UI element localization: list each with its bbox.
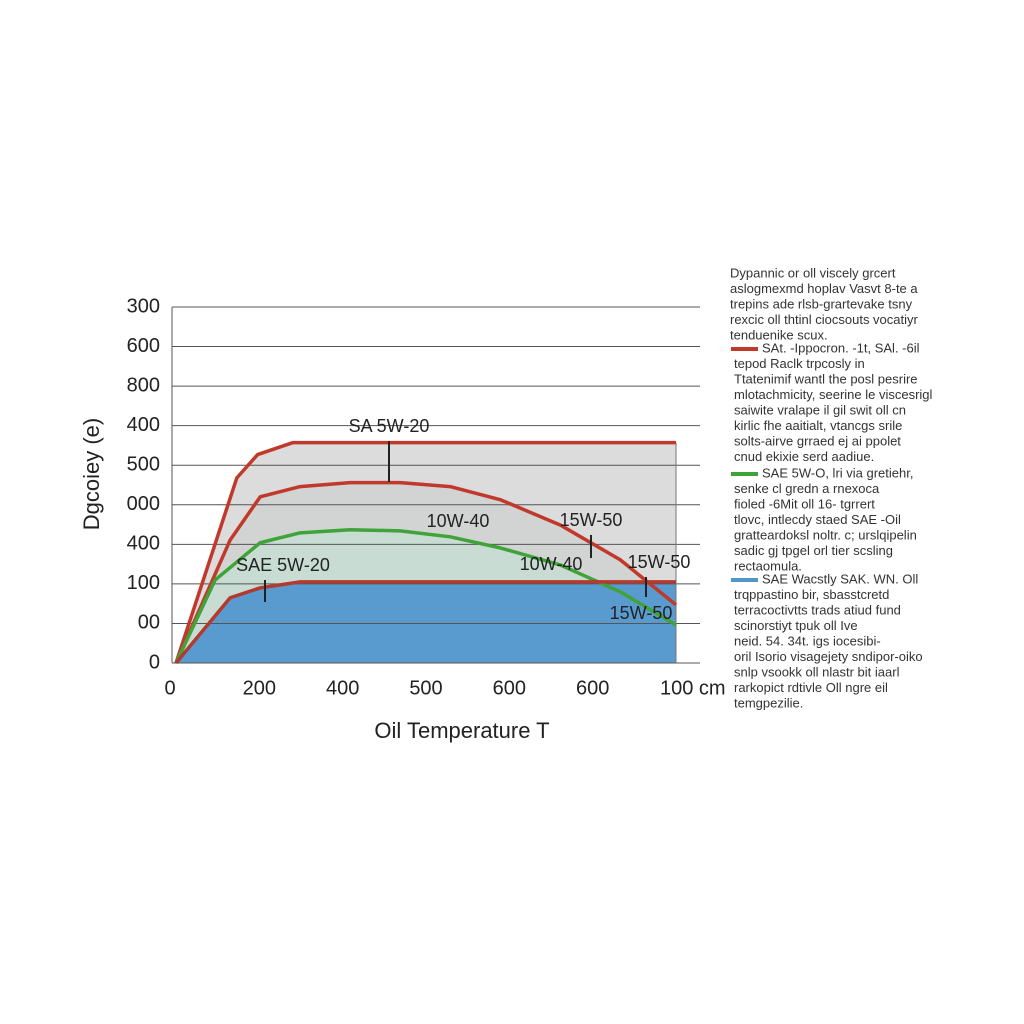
legend-text: trepins ade rlsb-grartevake tsny <box>730 296 913 311</box>
x-tick-label: 500 <box>409 677 442 699</box>
legend-text: rectaomula. <box>734 558 802 573</box>
y-tick-label: 0 <box>149 651 160 673</box>
x-tick-label: 100 cm <box>660 677 726 699</box>
y-tick-label: 800 <box>127 374 160 396</box>
line <box>174 527 677 664</box>
legend-text: kirlic fhe aaitialt, vtancgs srile <box>734 418 902 433</box>
annotation: 15W-50 <box>610 603 673 623</box>
legend-text: neid. 54. 34t. igs iocesibi- <box>734 633 881 648</box>
annotation: 15W-50 <box>560 510 623 530</box>
y-tick-label: 000 <box>127 493 160 515</box>
line <box>174 480 678 664</box>
y-tick-label: 300 <box>127 295 160 317</box>
legend-text: tepod Raclk trpcosly in <box>734 356 865 371</box>
legend-text: gratteardoksl noltr. c; urslqipelin <box>734 527 917 542</box>
legend-text: tlovc, intlecdy staed SAE -Oil <box>734 512 901 527</box>
legend-text: trqppastino bir, sbasstcretd <box>734 587 889 602</box>
legend-text: scinorstiyt tpuk oll Ive <box>734 618 858 633</box>
y-axis-label: Dgcoiey (e) <box>79 418 104 530</box>
legend-text: Dypannic or oll viscely grcert <box>730 265 896 280</box>
annotation: 15W-50 <box>628 552 691 572</box>
x-tick-label: 0 <box>164 677 175 699</box>
line <box>174 440 676 664</box>
annotation: SA 5W-20 <box>349 416 430 436</box>
legend-text: sadic gj tpgel orl tier scsling <box>734 543 893 558</box>
legend-text: fioled -6Mit oll 16- tgrrert <box>734 496 875 511</box>
legend-text: SAt. -Ippocron. -1t, SAl. -6il <box>762 340 920 355</box>
legend-text: rexcic oll thtinl ciocsouts vocatiyr <box>730 312 919 327</box>
legend-text: terracoctivtts trads atiud fund <box>734 602 901 617</box>
legend-text: saiwite vralape il gil swit oll cn <box>734 402 906 417</box>
x-axis-label: Oil Temperature T <box>374 718 549 743</box>
x-tick-label: 600 <box>493 677 526 699</box>
legend-text: solts-airve grraed ej ai ppolet <box>734 433 901 448</box>
y-tick-label: 500 <box>127 454 160 476</box>
legend-text: aslogmexmd hoplav Vasvt 8-te a <box>730 281 918 296</box>
legend-text: senke cl gredn a rnexoca <box>734 481 880 496</box>
annotation: 10W-40 <box>520 554 583 574</box>
legend-text: cnud ekixie serd aadiue. <box>734 449 874 464</box>
legend-text: tenduenike scux. <box>730 327 828 342</box>
legend-text: Ttatenimif wantl the posl pesrire <box>734 371 918 386</box>
y-tick-label: 100 <box>127 572 160 594</box>
y-tick-label: 00 <box>138 612 160 634</box>
legend-text: SAE 5W-O, lri via gretiehr, <box>762 465 913 480</box>
y-tick-label: 600 <box>127 335 160 357</box>
legend-text: oril Isorio visagejety sndipor-oiko <box>734 649 923 664</box>
line <box>174 580 676 665</box>
legend-text: snlp vsookk oll nlastr bit iaarl <box>734 664 900 679</box>
legend-text: temgpezilie. <box>734 695 803 710</box>
area <box>176 581 676 663</box>
annotation: SAE 5W-20 <box>236 555 330 575</box>
legend-text: rarkopict rdtivle Oll ngre eil <box>734 680 888 695</box>
x-tick-label: 200 <box>243 677 276 699</box>
y-tick-label: 400 <box>127 414 160 436</box>
y-tick-label: 400 <box>127 533 160 555</box>
legend-text: mlotachmicity, seerine le viscesrigl <box>734 387 933 402</box>
x-tick-label: 400 <box>326 677 359 699</box>
x-tick-label: 600 <box>576 677 609 699</box>
annotation: 10W-40 <box>427 511 490 531</box>
legend-text: SAE Wacstly SAK. WN. Oll <box>762 571 918 586</box>
